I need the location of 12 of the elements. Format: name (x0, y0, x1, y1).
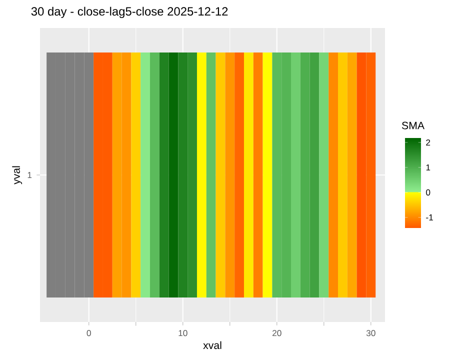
color-bar-label: 2 (426, 139, 430, 146)
color-bar-label: -1 (426, 214, 433, 220)
y-axis-title: yval (12, 166, 22, 184)
color-bar-title: SMA (402, 122, 425, 130)
color-bar-label: 1 (426, 164, 430, 170)
x-axis-title: xval (203, 341, 222, 350)
color-bar-label: 0 (426, 189, 430, 196)
x-tick-label: 20 (272, 330, 282, 336)
chart-title: 30 day - close-lag5-close 2025-12-12 (31, 6, 228, 18)
x-tick-label: 30 (366, 330, 376, 336)
x-tick-label: 10 (178, 330, 188, 336)
x-tick-label: 0 (86, 330, 91, 336)
